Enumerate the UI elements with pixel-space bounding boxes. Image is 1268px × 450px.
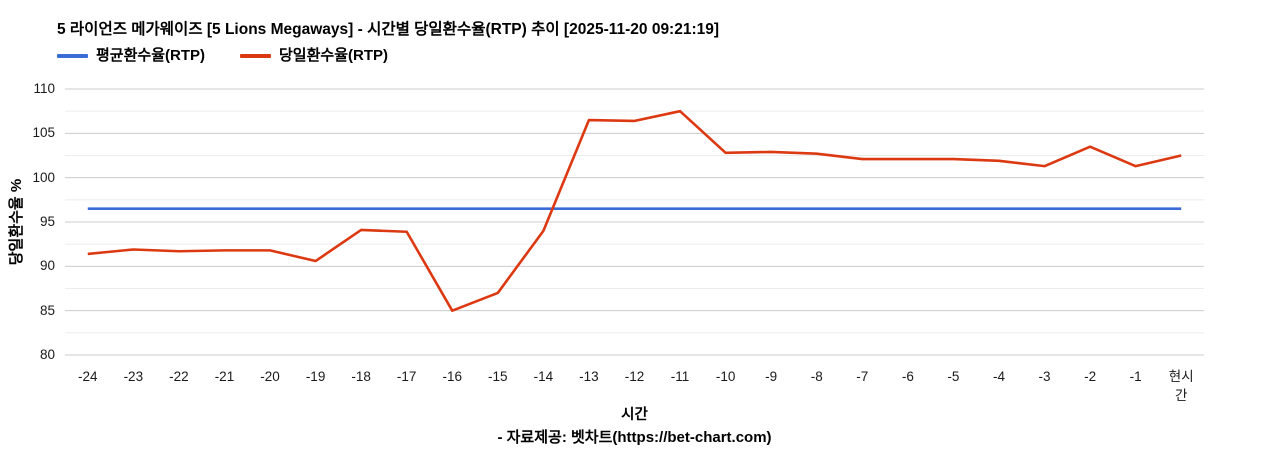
x-tick-label: -7: [856, 369, 869, 384]
x-tick-label: -11: [670, 369, 690, 384]
legend: 평균환수율(RTP) 당일환수율(RTP): [57, 47, 388, 65]
legend-item-average-rtp: 평균환수율(RTP): [57, 47, 205, 65]
y-tick-label: 110: [33, 81, 55, 96]
x-tick-label: -9: [765, 369, 778, 384]
x-tick-label: -12: [624, 369, 645, 384]
x-tick-label: -15: [488, 369, 508, 384]
x-tick-label: -2: [1084, 369, 1097, 384]
daily-rtp-line-swatch: [240, 54, 271, 58]
x-tick-label: -6: [901, 369, 914, 384]
y-tick-label: 95: [39, 214, 55, 229]
chart-title: 5 라이언즈 메가웨이즈 [5 Lions Megaways] - 시간별 당일…: [57, 21, 720, 38]
x-tick-label: -10: [715, 369, 736, 384]
y-tick-label: 105: [32, 125, 55, 141]
daily-rtp-line[interactable]: [87, 109, 1182, 312]
y-tick-label: 100: [32, 169, 55, 185]
x-tick-label: -16: [442, 369, 462, 384]
x-tick-label: -8: [810, 369, 823, 384]
x-tick-label: -22: [169, 369, 189, 384]
x-tick-label: -17: [396, 369, 417, 384]
legend-label-average-rtp: 평균환수율(RTP): [96, 47, 205, 64]
x-tick-label: -5: [947, 369, 960, 384]
legend-label-daily-rtp: 당일환수율(RTP): [279, 47, 388, 64]
x-tick-label: -20: [260, 369, 280, 384]
x-tick-label: -4: [992, 369, 1005, 384]
y-tick-label: 80: [39, 347, 55, 362]
data-source-attribution: - 자료제공: 벳차트(https://bet-chart.com): [497, 429, 772, 446]
x-tick-label: -14: [533, 369, 554, 384]
average-rtp-line-swatch: [57, 54, 88, 58]
y-tick-label: 85: [39, 302, 55, 318]
x-tick-label: -3: [1038, 369, 1051, 384]
legend-item-daily-rtp: 당일환수율(RTP): [240, 47, 388, 65]
x-tick-label: -18: [351, 369, 371, 384]
x-tick-label: -19: [305, 369, 326, 384]
x-tick-label: -23: [123, 369, 144, 384]
y-tick-label: 90: [39, 258, 55, 274]
x-axis-title: 시간: [621, 407, 648, 423]
x-tick-label: 현시간: [1168, 369, 1194, 403]
x-tick-label: -1: [1129, 369, 1142, 384]
x-tick-label: -13: [579, 369, 599, 384]
x-tick-label: -24: [78, 369, 98, 384]
x-tick-label: -21: [214, 369, 235, 384]
